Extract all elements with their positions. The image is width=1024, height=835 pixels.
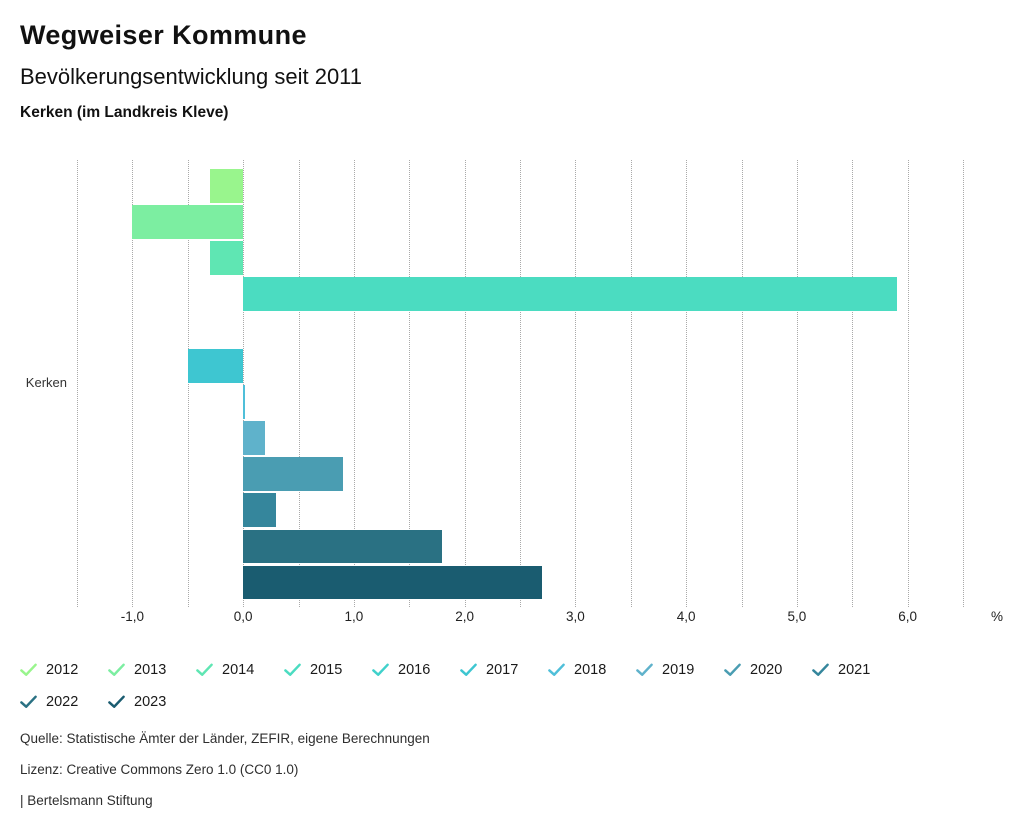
- check-icon: [20, 663, 37, 676]
- legend-year-label: 2013: [134, 662, 167, 678]
- check-icon: [196, 663, 213, 676]
- page-title: Wegweiser Kommune: [20, 20, 307, 50]
- legend-year-label: 2015: [310, 662, 343, 678]
- check-icon: [636, 663, 653, 676]
- legend-item-2013[interactable]: 2013: [108, 654, 196, 686]
- gridline: [630, 160, 632, 607]
- attribution-note: | Bertelsmann Stiftung: [20, 793, 153, 808]
- check-icon: [372, 663, 389, 676]
- legend-item-2015[interactable]: 2015: [284, 654, 372, 686]
- bar-2023: [243, 565, 543, 600]
- gridline: [132, 160, 134, 607]
- legend-year-label: 2012: [46, 662, 79, 678]
- gridline: [353, 160, 355, 607]
- gridline: [796, 160, 798, 607]
- gridline: [409, 160, 411, 607]
- legend-item-2022[interactable]: 2022: [20, 686, 108, 718]
- legend-year-label: 2016: [398, 662, 431, 678]
- legend-item-2023[interactable]: 2023: [108, 686, 196, 718]
- x-tick-label: 2,0: [455, 609, 475, 624]
- bar-2015: [243, 277, 897, 311]
- legend-item-2021[interactable]: 2021: [812, 654, 900, 686]
- x-tick-label: 4,0: [676, 609, 696, 624]
- check-icon: [108, 695, 125, 708]
- bar-2021: [243, 493, 277, 527]
- x-tick-label: 1,0: [344, 609, 364, 624]
- source-note: Quelle: Statistische Ämter der Länder, Z…: [20, 731, 430, 746]
- legend-year-label: 2018: [574, 662, 607, 678]
- bar-2014: [209, 241, 244, 275]
- legend: 2012 2013 2014 2015 2016 2017 2018 2019 2020 2021…: [20, 654, 940, 718]
- gridline: [963, 160, 964, 607]
- x-tick-label: 6,0: [898, 609, 918, 624]
- gridline: [741, 160, 743, 607]
- legend-item-2017[interactable]: 2017: [460, 654, 548, 686]
- bar-2018: [243, 385, 246, 419]
- bar-2017: [187, 349, 244, 383]
- legend-year-label: 2014: [222, 662, 255, 678]
- legend-item-2019[interactable]: 2019: [636, 654, 724, 686]
- legend-year-label: 2023: [134, 694, 167, 710]
- gridline: [243, 160, 245, 607]
- check-icon: [460, 663, 477, 676]
- x-axis-unit-label: %: [990, 609, 1004, 624]
- x-axis: -1,0 0,0 1,0 2,0 3,0 4,0 5,0 6,0%: [77, 609, 1024, 631]
- gridline: [907, 160, 909, 607]
- legend-item-2016[interactable]: 2016: [372, 654, 460, 686]
- gridline: [520, 160, 521, 607]
- bar-2019: [243, 421, 266, 455]
- legend-year-label: 2021: [838, 662, 871, 678]
- legend-year-label: 2022: [46, 694, 79, 710]
- footer: Quelle: Statistische Ämter der Länder, Z…: [20, 732, 430, 825]
- check-icon: [108, 663, 125, 676]
- bar-2022: [243, 529, 443, 563]
- gridline: [298, 160, 300, 607]
- x-tick-label: 5,0: [787, 609, 807, 624]
- x-tick-label: 3,0: [565, 609, 585, 624]
- legend-year-label: 2017: [486, 662, 519, 678]
- gridline: [686, 160, 688, 607]
- bar-2013: [132, 205, 244, 239]
- region-label: Kerken (im Landkreis Kleve): [20, 104, 229, 121]
- legend-item-2014[interactable]: 2014: [196, 654, 284, 686]
- check-icon: [724, 663, 741, 676]
- check-icon: [20, 695, 37, 708]
- x-tick-label: 0,0: [233, 609, 253, 624]
- gridline: [77, 160, 78, 607]
- license-note: Lizenz: Creative Commons Zero 1.0 (CC0 1…: [20, 762, 299, 777]
- y-axis-category-label: Kerken: [25, 375, 67, 390]
- check-icon: [548, 663, 565, 676]
- legend-year-label: 2020: [750, 662, 783, 678]
- gridline: [187, 160, 189, 607]
- bar-2012: [209, 169, 244, 203]
- legend-year-label: 2019: [662, 662, 695, 678]
- legend-item-2020[interactable]: 2020: [724, 654, 812, 686]
- chart-title: Bevölkerungsentwicklung seit 2011: [20, 64, 363, 89]
- legend-item-2018[interactable]: 2018: [548, 654, 636, 686]
- check-icon: [284, 663, 301, 676]
- check-icon: [812, 663, 829, 676]
- bar-2020: [243, 457, 343, 491]
- gridline: [575, 160, 577, 607]
- x-tick-label: -1,0: [120, 609, 145, 624]
- plot-area: [77, 160, 964, 607]
- gridline: [464, 160, 466, 607]
- legend-item-2012[interactable]: 2012: [20, 654, 108, 686]
- gridline: [852, 160, 854, 607]
